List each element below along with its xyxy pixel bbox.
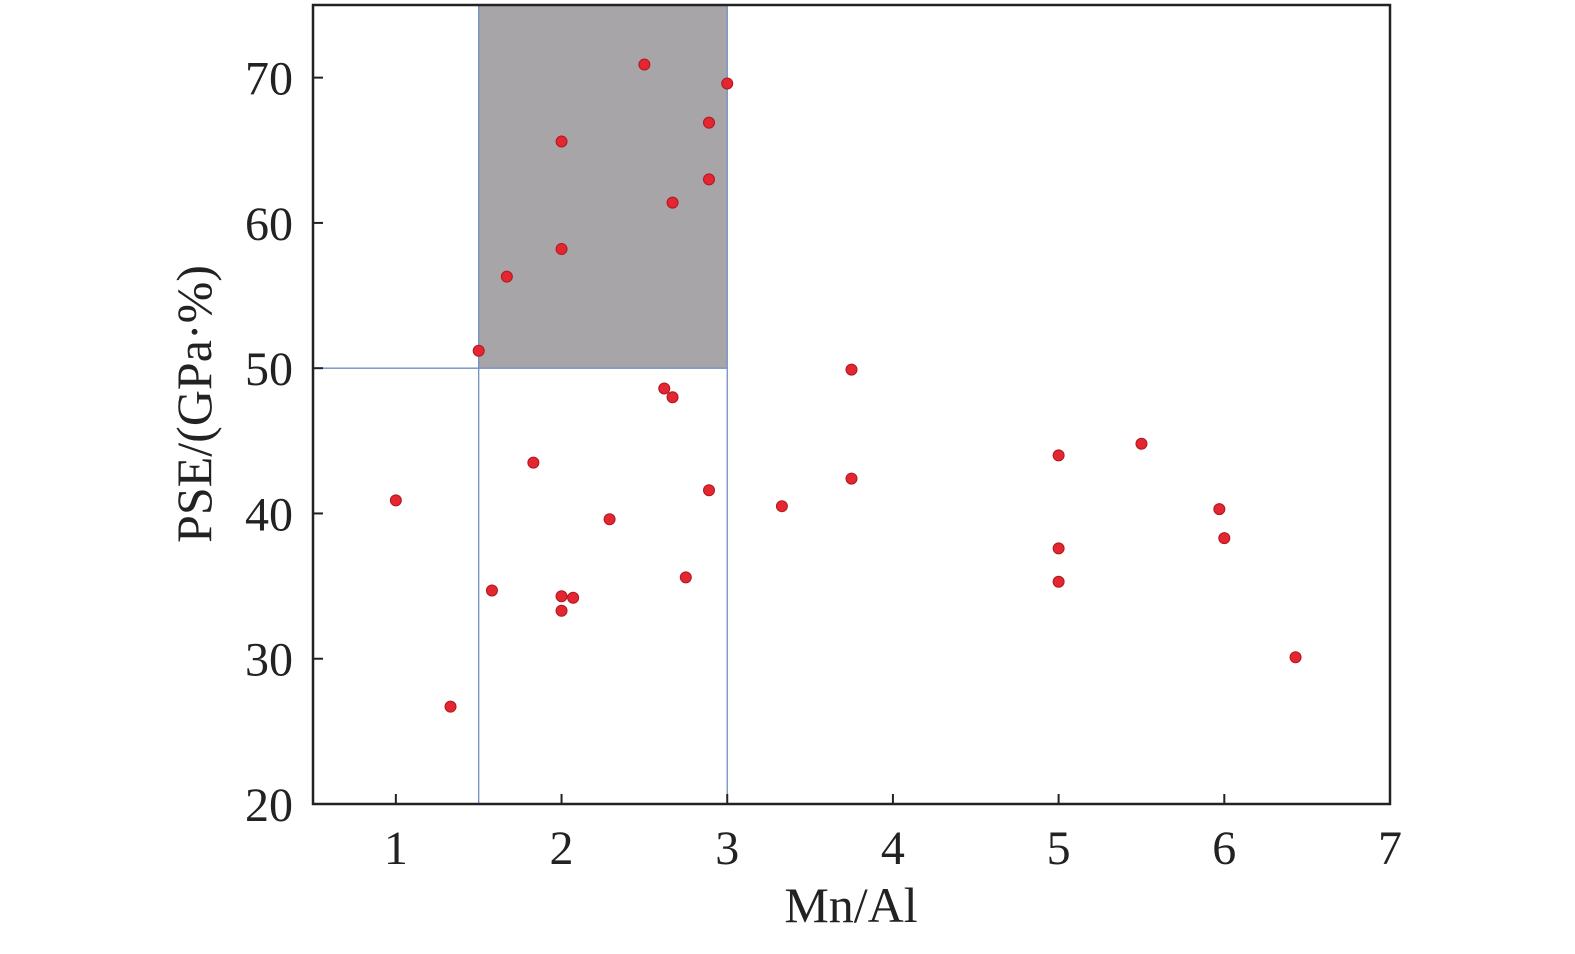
data-point — [845, 472, 858, 485]
data-point — [444, 700, 457, 713]
data-point — [1289, 651, 1302, 664]
x-tick-label: 5 — [1047, 822, 1071, 875]
data-point — [603, 513, 616, 526]
y-tick-label: 20 — [245, 779, 293, 832]
x-tick-label: 6 — [1212, 822, 1236, 875]
y-tick-label: 50 — [245, 343, 293, 396]
axes: 1 2 3 4 5 6 7 20 30 40 50 60 70 — [245, 3, 1402, 875]
data-point — [638, 58, 651, 71]
data-point — [1213, 503, 1226, 516]
data-point — [703, 116, 716, 129]
data-point — [527, 456, 540, 469]
data-point — [1135, 437, 1148, 450]
plot-frame — [311, 3, 1392, 806]
y-tick-label: 60 — [245, 198, 293, 251]
data-point — [555, 243, 568, 256]
data-point — [658, 382, 671, 395]
data-point — [679, 571, 692, 584]
reference-lines — [313, 5, 728, 804]
data-point — [721, 77, 734, 90]
highlight-region — [478, 5, 728, 369]
x-tick-label: 2 — [550, 822, 574, 875]
highlight-layer — [478, 5, 728, 369]
x-tick-label: 7 — [1378, 822, 1402, 875]
data-point — [555, 590, 568, 603]
data-points — [389, 58, 1302, 713]
data-point — [389, 494, 402, 507]
data-point — [845, 363, 858, 376]
data-point — [1052, 449, 1065, 462]
y-axis-label: PSE/(GPa·%) — [166, 265, 222, 543]
data-point — [555, 604, 568, 617]
data-point — [500, 270, 513, 283]
data-point — [472, 344, 485, 357]
x-tick-label: 4 — [881, 822, 905, 875]
data-point — [1218, 532, 1231, 545]
data-point — [666, 391, 679, 404]
x-axis-label: Mn/Al — [784, 877, 917, 933]
data-point — [1052, 575, 1065, 588]
data-point — [703, 173, 716, 186]
axis-labels: Mn/Al PSE/(GPa·%) — [166, 265, 918, 933]
data-point — [567, 591, 580, 604]
data-point — [555, 135, 568, 148]
y-tick-label: 30 — [245, 634, 293, 687]
data-point — [775, 500, 788, 513]
data-point — [666, 196, 679, 209]
x-tick-label: 1 — [384, 822, 408, 875]
x-tick-label: 3 — [715, 822, 739, 875]
data-point — [485, 584, 498, 597]
data-point — [703, 484, 716, 497]
y-tick-label: 40 — [245, 488, 293, 541]
y-tick-label: 70 — [245, 53, 293, 106]
data-point — [1052, 542, 1065, 555]
